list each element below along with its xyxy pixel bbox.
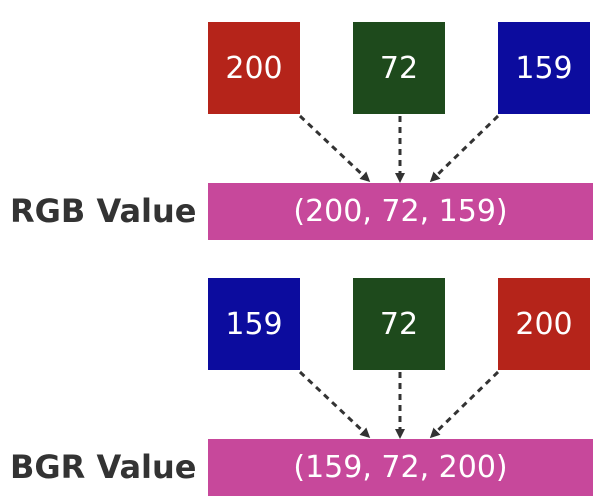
bgr-red-arrow xyxy=(432,372,498,436)
rgb-blue-channel-box: 159 xyxy=(498,22,590,114)
bgr-green-channel-box: 72 xyxy=(353,278,445,370)
rgb-green-channel-box: 72 xyxy=(353,22,445,114)
bgr-blue-channel-value: 159 xyxy=(225,307,282,342)
rgb-tuple-box: (200, 72, 159) xyxy=(208,183,593,240)
rgb-blue-channel-value: 159 xyxy=(515,51,572,86)
bgr-blue-channel-box: 159 xyxy=(208,278,300,370)
rgb-tuple-text: (200, 72, 159) xyxy=(293,194,507,229)
rgb-green-channel-value: 72 xyxy=(380,51,418,86)
bgr-blue-arrow xyxy=(300,372,368,436)
bgr-value-label: BGR Value xyxy=(10,448,197,486)
rgb-red-channel-box: 200 xyxy=(208,22,300,114)
bgr-green-channel-value: 72 xyxy=(380,307,418,342)
bgr-tuple-box: (159, 72, 200) xyxy=(208,439,593,496)
rgb-red-channel-value: 200 xyxy=(225,51,282,86)
bgr-tuple-text: (159, 72, 200) xyxy=(293,450,507,485)
rgb-red-arrow xyxy=(300,116,368,180)
bgr-red-channel-box: 200 xyxy=(498,278,590,370)
rgb-value-label: RGB Value xyxy=(10,192,197,230)
rgb-blue-arrow xyxy=(432,116,498,180)
bgr-red-channel-value: 200 xyxy=(515,307,572,342)
